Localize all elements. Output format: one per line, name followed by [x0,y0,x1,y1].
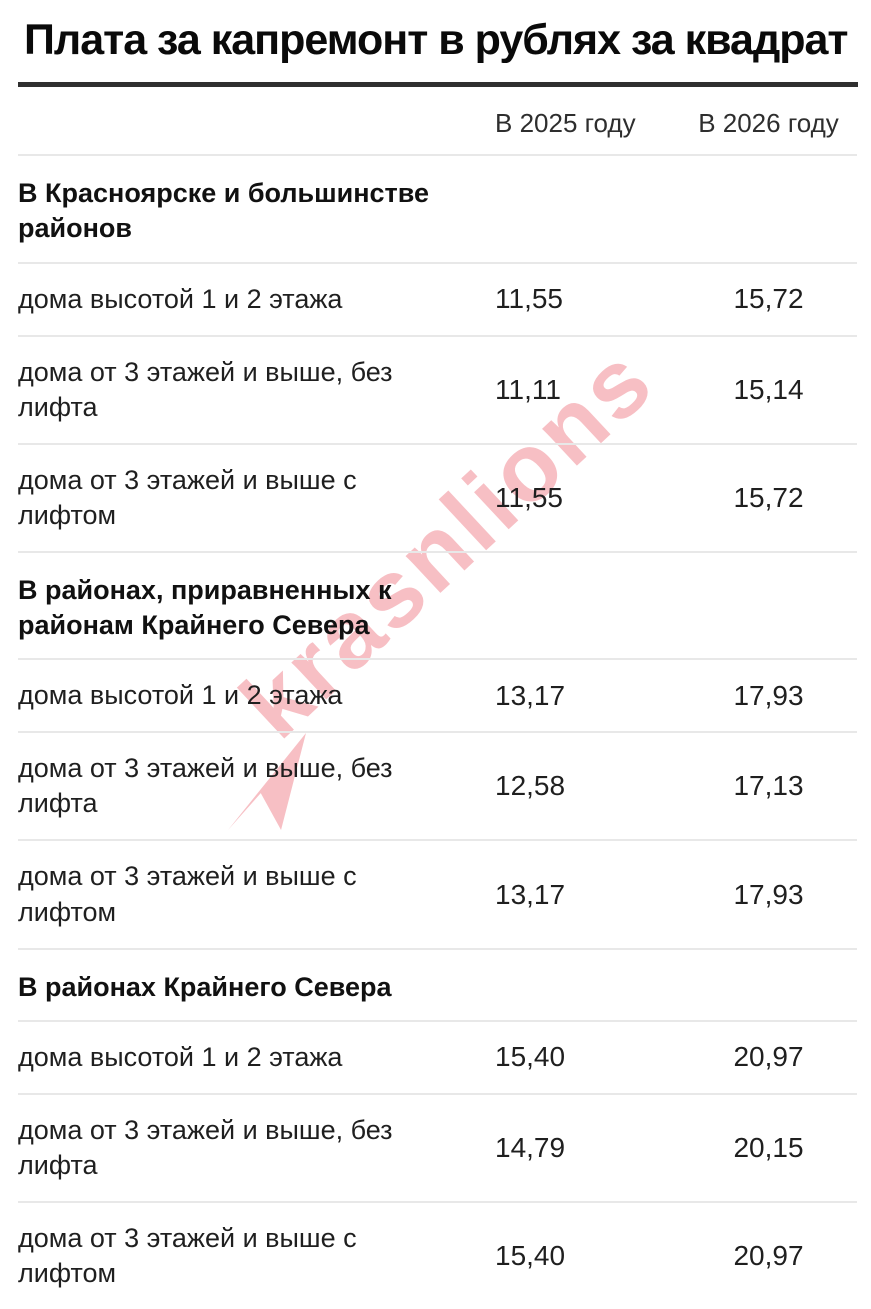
table-row: дома от 3 этажей и выше, без лифта 12,58 1… [18,733,857,842]
value-2025: 14,79 [495,1131,566,1163]
section-header: В Красноярске и большинстве районов [18,156,857,264]
value-2025: 11,55 [495,283,563,315]
section-header: В районах Крайнего Севера [18,950,857,1022]
value-2026: 17,93 [733,878,804,910]
value-2025: 12,58 [495,770,566,802]
row-label: дома от 3 этажей и выше с лифтом [18,464,357,530]
value-2026: 20,97 [733,1240,804,1272]
row-label: дома от 3 этажей и выше, без лифта [18,753,393,819]
value-2026: 15,72 [733,283,804,315]
row-label: дома высотой 1 и 2 этажа [18,680,343,711]
table-row: дома от 3 этажей и выше с лифтом 15,40 20,… [18,1203,857,1309]
table-header-row: В 2025 году В 2026 году [18,87,857,157]
value-2025: 15,40 [495,1041,566,1073]
row-label: дома высотой 1 и 2 этажа [18,1041,343,1072]
section-header-text: В Красноярске и большинстве районов [18,178,429,244]
section-header-text: В районах Крайнего Севера [18,971,392,1002]
section-header-text: В районах, приравненных к районам Крайне… [18,575,392,641]
value-2026: 17,93 [733,679,804,711]
table-row: дома от 3 этажей и выше с лифтом 11,55 15,… [18,445,857,553]
title-underline [18,82,858,88]
column-header-2026: В 2026 году [698,108,839,139]
row-label: дома от 3 этажей и выше, без лифта [18,356,393,422]
value-2025: 11,55 [495,481,563,513]
row-label: дома от 3 этажей и выше с лифтом [18,1223,357,1289]
table-row: дома высотой 1 и 2 этажа 11,55 15,72 [18,264,857,337]
table-row: дома высотой 1 и 2 этажа 13,17 17,93 [18,660,857,734]
section-header: В районах, приравненных к районам Крайне… [18,553,857,661]
table-row: дома от 3 этажей и выше, без лифта 14,79 2… [18,1095,857,1204]
table-row: дома высотой 1 и 2 этажа 15,40 20,97 [18,1022,857,1095]
table-row: дома от 3 этажей и выше, без лифта 11,11 1… [18,337,857,445]
value-2026: 17,13 [733,770,804,802]
table-body: В Красноярске и большинстве районов дома … [0,156,871,1309]
table-row: дома от 3 этажей и выше с лифтом 13,17 17,… [18,841,857,950]
page-title: Плата за капремонт в рублях за квадрат [24,16,849,64]
value-2026: 20,97 [733,1041,804,1073]
value-2025: 15,40 [495,1240,566,1272]
value-2025: 11,11 [495,373,561,405]
value-2026: 15,14 [733,373,804,405]
row-label: дома от 3 этажей и выше с лифтом [18,861,357,927]
row-label: дома от 3 этажей и выше, без лифта [18,1114,393,1180]
value-2026: 15,72 [733,481,804,513]
row-label: дома высотой 1 и 2 этажа [18,283,343,314]
column-header-2025: В 2025 году [495,108,636,139]
value-2026: 20,15 [733,1131,804,1163]
value-2025: 13,17 [495,878,566,910]
value-2025: 13,17 [495,679,566,711]
